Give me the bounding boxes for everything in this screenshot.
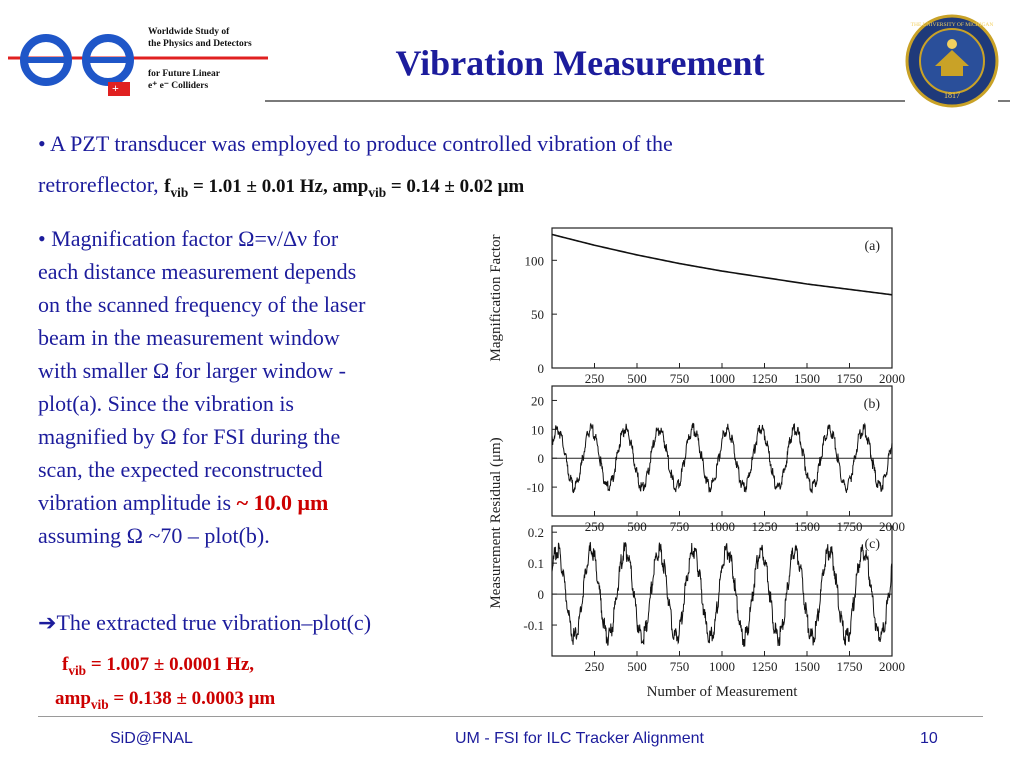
footer-left: SiD@FNAL (110, 730, 193, 747)
bullet-2-line: beam in the measurement window (38, 325, 340, 350)
logo-line-2: the Physics and Detectors (148, 39, 252, 49)
x-tick-label: 750 (670, 371, 690, 386)
chart-svg: Magnification Factor Measurement Residual… (488, 227, 905, 700)
panel-frame (551, 227, 893, 369)
y-tick-label: 0 (538, 451, 545, 466)
y-tick-label: -0.1 (523, 618, 544, 633)
y-tick-label: -10 (527, 480, 544, 495)
ylabel-magnification: Magnification Factor (488, 234, 504, 361)
x-tick-label: 1500 (794, 371, 820, 386)
title-rule-end (998, 100, 1010, 102)
bullet-2-line: scan, the expected reconstructed (38, 457, 323, 482)
footer-center: UM - FSI for ILC Tracker Alignment (455, 730, 704, 747)
series-line (551, 422, 893, 494)
x-tick-label: 2000 (879, 659, 905, 674)
bullet-2-line: each distance measurement depends (38, 259, 357, 284)
y-tick-label: 20 (531, 393, 544, 408)
expected-amplitude: ~ 10.0 μm (236, 490, 329, 515)
footer-rule (38, 716, 983, 717)
bullet-2-line: with smaller Ω for larger window - (38, 358, 346, 383)
series-line (551, 233, 893, 296)
x-tick-label: 1750 (837, 659, 863, 674)
x-tick-label: 1750 (837, 371, 863, 386)
bullet-3-freq: fvib = 1.007 ± 0.0001 Hz, (62, 654, 255, 678)
bullet-2: • Magnification factor Ω=ν/Δν for each d… (38, 222, 468, 552)
ee-logo-icon (8, 34, 268, 96)
logo-minus: − (36, 16, 44, 31)
y-tick-label: 0.2 (528, 525, 544, 540)
y-tick-label: 50 (531, 307, 544, 322)
logo-line-1: Worldwide Study of (148, 27, 230, 37)
bullet-2-line: on the scanned frequency of the laser (38, 292, 366, 317)
x-tick-label: 1250 (752, 371, 778, 386)
x-tick-label: 2000 (879, 371, 905, 386)
panel-frame (551, 385, 893, 517)
x-tick-label: 1000 (709, 659, 735, 674)
x-tick-label: 750 (670, 659, 690, 674)
y-tick-label: 0 (538, 361, 545, 376)
x-tick-label: 500 (627, 659, 647, 674)
page-number: 10 (920, 730, 938, 747)
bullet-2-line: magnified by Ω for FSI during the (38, 424, 341, 449)
panel-label: (c) (864, 537, 880, 552)
university-seal-icon: 1817 THE UNIVERSITY OF MICHIGAN (905, 14, 999, 108)
y-tick-label: 0 (538, 587, 545, 602)
bullet-3-amp: ampvib = 0.138 ± 0.0003 μm (55, 688, 276, 712)
x-tick-label: 250 (585, 659, 605, 674)
bullet-1-line-1: • A PZT transducer was employed to produ… (38, 131, 673, 156)
logo-line-3: for Future Linear (148, 69, 220, 79)
bullet-1-lead: retroreflector, (38, 172, 165, 197)
bullet-3-line: ➔The extracted true vibration–plot(c) (38, 610, 372, 635)
y-tick-label: 0.1 (528, 556, 544, 571)
panel-label: (a) (864, 239, 880, 254)
bullet-2-line: assuming Ω ~70 – plot(b). (38, 523, 270, 548)
bullet-1-line-2: retroreflector, fvib = 1.01 ± 0.01 Hz, a… (38, 168, 524, 209)
x-tick-label: 1500 (794, 659, 820, 674)
bullet-2-line: • Magnification factor Ω=ν/Δν for (38, 226, 339, 251)
logo-line-4: e⁺ e⁻ Colliders (148, 81, 209, 91)
bullet-1-formula: fvib = 1.01 ± 0.01 Hz, ampvib = 0.14 ± 0… (164, 176, 525, 200)
page-title: Vibration Measurement (395, 43, 765, 83)
x-tick-label: 1000 (709, 371, 735, 386)
seal-year: 1817 (944, 91, 960, 100)
right-arrow-icon: ➔ (38, 610, 57, 635)
bullet-2-line: plot(a). Since the vibration is (38, 391, 294, 416)
vibration-chart: Magnification Factor Measurement Residual… (480, 218, 920, 706)
ecfa-logo: − + Worldwide Study of the Physics and D… (8, 16, 278, 100)
y-tick-label: 100 (525, 253, 545, 268)
title-rule (265, 100, 905, 102)
x-tick-label: 1250 (752, 659, 778, 674)
seal-top-text: THE UNIVERSITY OF MICHIGAN (911, 22, 994, 28)
bullet-2-line: vibration amplitude is ~ 10.0 μm (38, 490, 329, 515)
y-tick-label: 10 (531, 422, 544, 437)
ylabel-residual: Measurement Residual (μm) (488, 437, 504, 608)
series-line (551, 541, 893, 647)
xlabel: Number of Measurement (647, 684, 799, 700)
panel-label: (b) (864, 397, 881, 412)
panel-frame (551, 525, 893, 657)
x-tick-label: 500 (627, 371, 647, 386)
logo-plus: + (112, 81, 119, 95)
x-tick-label: 250 (585, 371, 605, 386)
